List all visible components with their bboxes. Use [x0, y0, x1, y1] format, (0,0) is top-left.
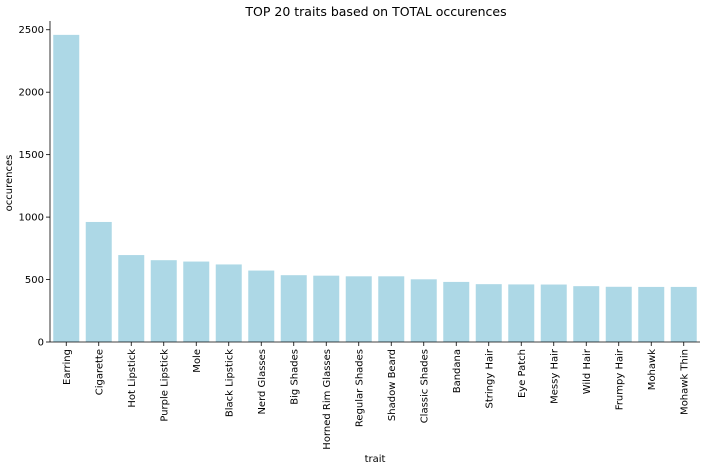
- x-tick-label: Classic Shades: [419, 349, 430, 423]
- x-tick-label: Mole: [192, 349, 203, 373]
- y-tick-label: 2500: [19, 25, 44, 36]
- bar: [150, 260, 177, 342]
- x-tick-label: Messy Hair: [549, 348, 560, 404]
- x-tick-label: Regular Shades: [354, 349, 365, 427]
- x-tick-label: Earring: [62, 349, 73, 385]
- x-tick-label: Stringy Hair: [484, 348, 495, 408]
- bar: [573, 286, 600, 342]
- y-tick-label: 2000: [19, 88, 44, 99]
- bar: [248, 270, 275, 342]
- x-axis-title: trait: [365, 454, 386, 465]
- bar: [605, 286, 632, 342]
- y-tick-label: 1000: [19, 213, 44, 224]
- bar: [215, 264, 242, 342]
- x-tick-label: Mohawk: [647, 349, 658, 390]
- bar: [443, 281, 470, 342]
- x-tick-label: Black Lipstick: [224, 349, 235, 417]
- bar: [118, 255, 145, 342]
- bar: [53, 34, 80, 343]
- bar: [508, 284, 535, 342]
- x-tick-label: Purple Lipstick: [159, 349, 170, 422]
- bar: [85, 221, 112, 342]
- x-axis: Earring Cigarette Hot Lipstick Purple Lipst…: [50, 341, 700, 450]
- x-tick-label: Bandana: [452, 349, 463, 393]
- bars-group: [53, 34, 697, 343]
- bar: [475, 284, 502, 342]
- chart-title: TOP 20 traits based on TOTAL occurences: [244, 4, 506, 19]
- x-tick-label: Wild Hair: [582, 348, 593, 394]
- y-tick-label: 500: [25, 275, 44, 286]
- y-axis-title: occurences: [4, 155, 15, 212]
- bar: [345, 276, 372, 342]
- x-tick-label: Big Shades: [289, 349, 300, 405]
- x-tick-label: Frumpy Hair: [614, 348, 625, 410]
- y-axis: 0 500 1000 1500 2000 2500: [19, 21, 51, 349]
- y-tick-label: 0: [38, 338, 44, 349]
- x-tick-label: Shadow Beard: [387, 349, 398, 421]
- bar: [183, 261, 210, 342]
- bar: [540, 284, 567, 342]
- bar: [638, 286, 665, 342]
- x-tick-label: Hot Lipstick: [127, 349, 138, 408]
- x-tick-label: Mohawk Thin: [679, 349, 690, 415]
- bar: [670, 286, 697, 342]
- x-tick-label: Horned Rim Glasses: [322, 349, 333, 450]
- bar: [378, 276, 405, 342]
- x-tick-label: Cigarette: [94, 349, 105, 395]
- bar: [280, 275, 307, 342]
- bar: [313, 275, 340, 342]
- bar: [410, 279, 437, 342]
- x-tick-label: Nerd Glasses: [257, 349, 268, 415]
- y-tick-label: 1500: [19, 150, 44, 161]
- x-tick-label: Eye Patch: [517, 349, 528, 398]
